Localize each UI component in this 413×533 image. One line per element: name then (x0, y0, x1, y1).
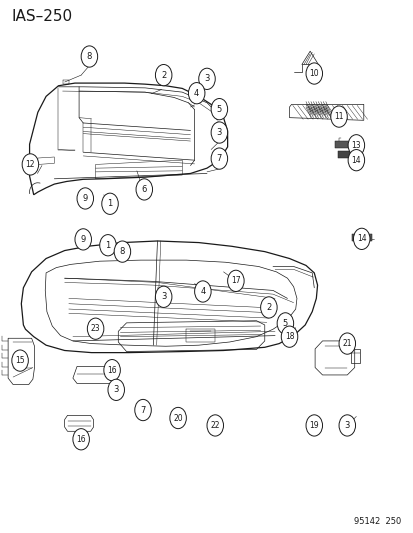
Text: 16: 16 (76, 435, 86, 444)
Circle shape (330, 106, 347, 127)
Circle shape (305, 415, 322, 436)
Circle shape (305, 63, 322, 84)
Circle shape (12, 350, 28, 371)
Circle shape (155, 286, 171, 308)
Text: 9: 9 (81, 235, 85, 244)
Text: 10: 10 (309, 69, 318, 78)
Text: 1: 1 (105, 241, 110, 250)
Text: 2: 2 (161, 70, 166, 79)
Text: 11: 11 (333, 112, 343, 121)
Circle shape (227, 270, 244, 292)
Text: 18: 18 (284, 332, 294, 341)
Circle shape (280, 326, 297, 348)
Circle shape (347, 150, 364, 171)
Circle shape (75, 229, 91, 250)
Text: 9: 9 (83, 194, 88, 203)
Circle shape (155, 64, 171, 86)
Polygon shape (351, 233, 371, 241)
Circle shape (100, 235, 116, 256)
Text: 6: 6 (141, 185, 147, 194)
Circle shape (211, 148, 227, 169)
Circle shape (347, 135, 364, 156)
Text: 3: 3 (113, 385, 119, 394)
Circle shape (76, 437, 82, 445)
Text: 22: 22 (210, 421, 219, 430)
Text: 4: 4 (194, 88, 199, 98)
Text: 95142  250: 95142 250 (353, 517, 400, 526)
Text: 3: 3 (161, 292, 166, 301)
Text: 14: 14 (356, 235, 366, 244)
Circle shape (114, 241, 131, 262)
Text: 12: 12 (26, 160, 35, 169)
Circle shape (136, 179, 152, 200)
Circle shape (338, 415, 355, 436)
Circle shape (81, 46, 97, 67)
Circle shape (102, 193, 118, 214)
Text: 13: 13 (351, 141, 360, 150)
Text: 16: 16 (107, 366, 116, 375)
Circle shape (211, 99, 227, 120)
Text: 15: 15 (15, 356, 25, 365)
Circle shape (276, 313, 293, 334)
Circle shape (87, 318, 104, 340)
Text: 17: 17 (230, 276, 240, 285)
Text: 14: 14 (351, 156, 360, 165)
Circle shape (206, 415, 223, 436)
Circle shape (73, 429, 89, 450)
Text: 1: 1 (107, 199, 112, 208)
Polygon shape (334, 141, 357, 149)
Text: 5: 5 (216, 104, 221, 114)
Circle shape (22, 154, 38, 175)
Circle shape (194, 281, 211, 302)
Text: 8: 8 (119, 247, 125, 256)
Text: 5: 5 (282, 319, 287, 328)
Text: 23: 23 (90, 324, 100, 333)
Circle shape (188, 83, 204, 104)
Circle shape (353, 228, 369, 249)
Text: 7: 7 (140, 406, 145, 415)
Text: 21: 21 (342, 339, 351, 348)
Circle shape (135, 399, 151, 421)
Circle shape (260, 297, 276, 318)
Circle shape (211, 122, 227, 143)
Text: 8: 8 (86, 52, 92, 61)
Circle shape (198, 68, 215, 90)
Circle shape (77, 188, 93, 209)
Text: 3: 3 (216, 128, 221, 137)
Polygon shape (337, 151, 353, 158)
Text: IAS–250: IAS–250 (11, 9, 72, 23)
Text: 3: 3 (344, 421, 349, 430)
Text: 2: 2 (266, 303, 271, 312)
Text: 19: 19 (309, 421, 318, 430)
Circle shape (338, 333, 355, 354)
Text: 7: 7 (216, 154, 221, 163)
Text: 20: 20 (173, 414, 183, 423)
Circle shape (169, 407, 186, 429)
Text: 3: 3 (204, 74, 209, 83)
Circle shape (108, 379, 124, 400)
Circle shape (104, 360, 120, 381)
Text: 4: 4 (200, 287, 205, 296)
